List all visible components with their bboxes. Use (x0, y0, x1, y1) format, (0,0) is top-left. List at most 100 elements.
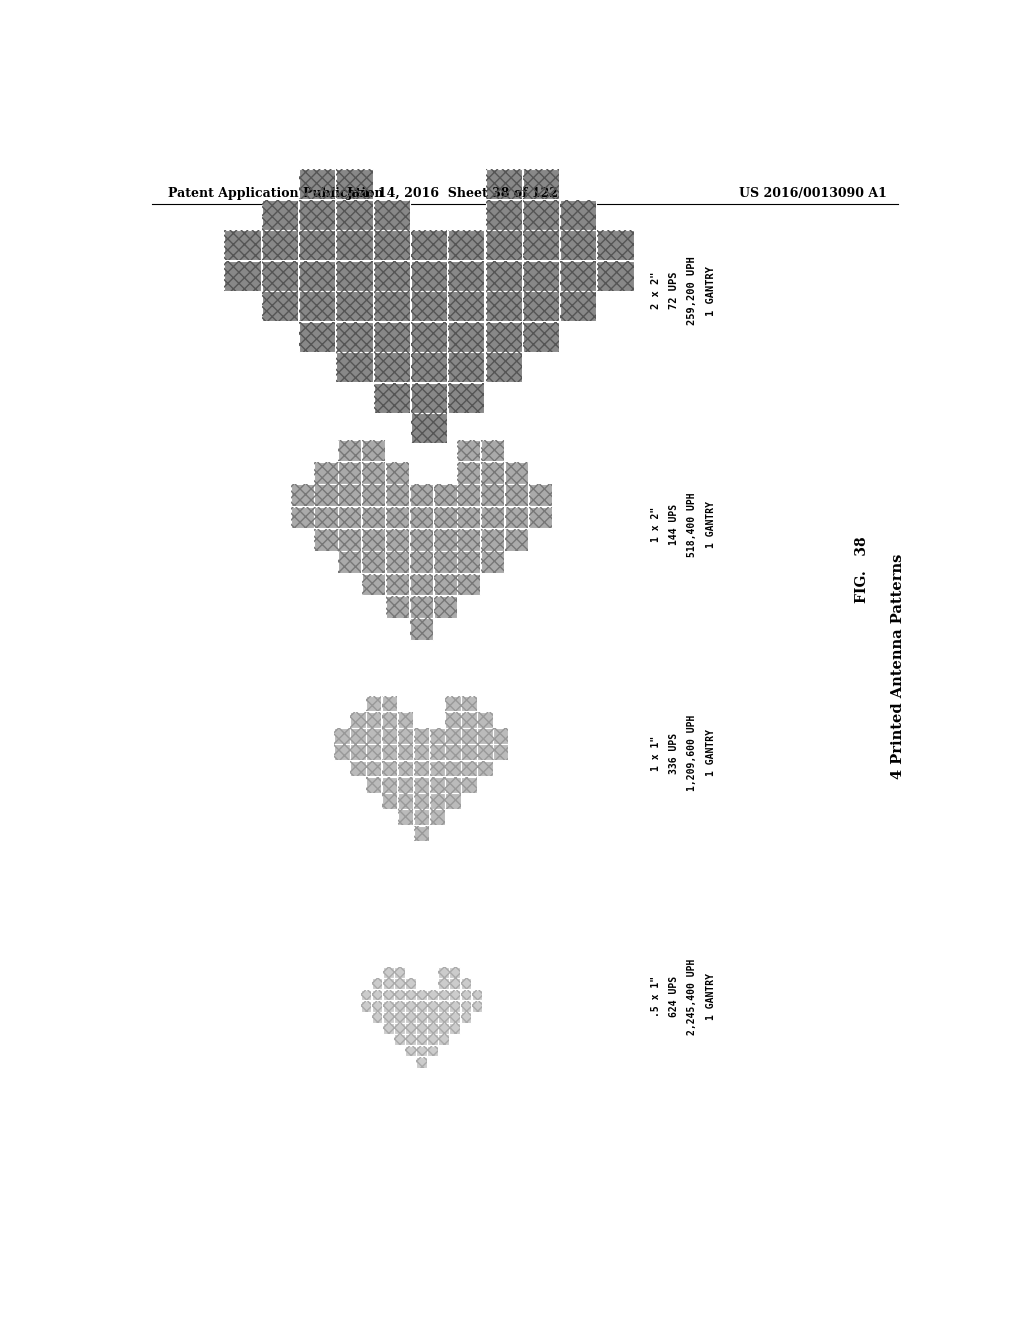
Bar (336, 231, 373, 260)
Bar (445, 777, 461, 792)
Bar (411, 352, 447, 381)
Bar (449, 352, 484, 381)
Bar (472, 1001, 482, 1011)
Bar (394, 968, 404, 978)
Bar (433, 507, 457, 528)
Bar (404, 1001, 416, 1011)
Bar (334, 744, 350, 760)
Bar (411, 383, 447, 412)
Bar (362, 484, 385, 506)
Bar (338, 507, 361, 528)
Bar (404, 1045, 416, 1056)
Bar (224, 261, 260, 290)
Bar (383, 990, 393, 1001)
Bar (336, 261, 373, 290)
Bar (523, 292, 559, 321)
Bar (394, 1035, 404, 1045)
Bar (336, 322, 373, 351)
Bar (485, 261, 521, 290)
Bar (449, 352, 484, 381)
Bar (462, 729, 477, 744)
Bar (427, 1001, 438, 1011)
Bar (338, 529, 361, 550)
Bar (445, 696, 461, 711)
Bar (411, 413, 447, 444)
Bar (404, 1023, 416, 1034)
Bar (299, 292, 335, 321)
Text: 624 UPS: 624 UPS (669, 977, 679, 1018)
Bar (481, 484, 504, 506)
Bar (445, 793, 461, 809)
Bar (445, 711, 461, 727)
Bar (461, 1001, 471, 1011)
Bar (394, 990, 404, 1001)
Bar (382, 729, 397, 744)
Bar (386, 552, 409, 573)
Bar (411, 383, 447, 412)
Bar (404, 1035, 416, 1045)
Bar (224, 231, 260, 260)
Bar (433, 574, 457, 595)
Bar (299, 292, 335, 321)
Bar (338, 462, 361, 483)
Bar (481, 507, 504, 528)
Bar (338, 552, 361, 573)
Bar (411, 231, 447, 260)
Bar (414, 809, 429, 825)
Bar (445, 744, 461, 760)
Bar (397, 711, 414, 727)
Bar (445, 793, 461, 809)
Bar (445, 711, 461, 727)
Bar (458, 440, 480, 461)
Bar (410, 507, 433, 528)
Bar (299, 231, 335, 260)
Bar (433, 484, 457, 506)
Bar (404, 1012, 416, 1023)
Bar (449, 322, 484, 351)
Bar (299, 261, 335, 290)
Bar (461, 1012, 471, 1023)
Bar (438, 978, 450, 989)
Bar (458, 574, 480, 595)
Bar (299, 261, 335, 290)
Bar (404, 990, 416, 1001)
Bar (523, 199, 559, 230)
Bar (397, 809, 414, 825)
Bar (414, 793, 429, 809)
Bar (372, 1012, 382, 1023)
Bar (367, 777, 382, 792)
Bar (560, 199, 596, 230)
Bar (382, 760, 397, 776)
Bar (485, 199, 521, 230)
Bar (336, 199, 373, 230)
Bar (414, 760, 429, 776)
Bar (430, 760, 445, 776)
Bar (445, 696, 461, 711)
Bar (438, 968, 450, 978)
Bar (427, 1045, 438, 1056)
Bar (374, 231, 410, 260)
Bar (416, 1057, 427, 1068)
Bar (477, 760, 493, 776)
Text: FIG.   38: FIG. 38 (855, 537, 869, 603)
Bar (383, 1023, 393, 1034)
Bar (560, 292, 596, 321)
Bar (481, 507, 504, 528)
Bar (397, 729, 414, 744)
Bar (350, 729, 366, 744)
Bar (404, 990, 416, 1001)
Bar (477, 711, 493, 727)
Bar (458, 440, 480, 461)
Bar (427, 990, 438, 1001)
Bar (386, 574, 409, 595)
Bar (362, 529, 385, 550)
Bar (382, 696, 397, 711)
Bar (485, 322, 521, 351)
Bar (449, 292, 484, 321)
Bar (416, 1012, 427, 1023)
Bar (372, 1001, 382, 1011)
Bar (462, 696, 477, 711)
Bar (449, 383, 484, 412)
Bar (374, 322, 410, 351)
Bar (433, 529, 457, 550)
